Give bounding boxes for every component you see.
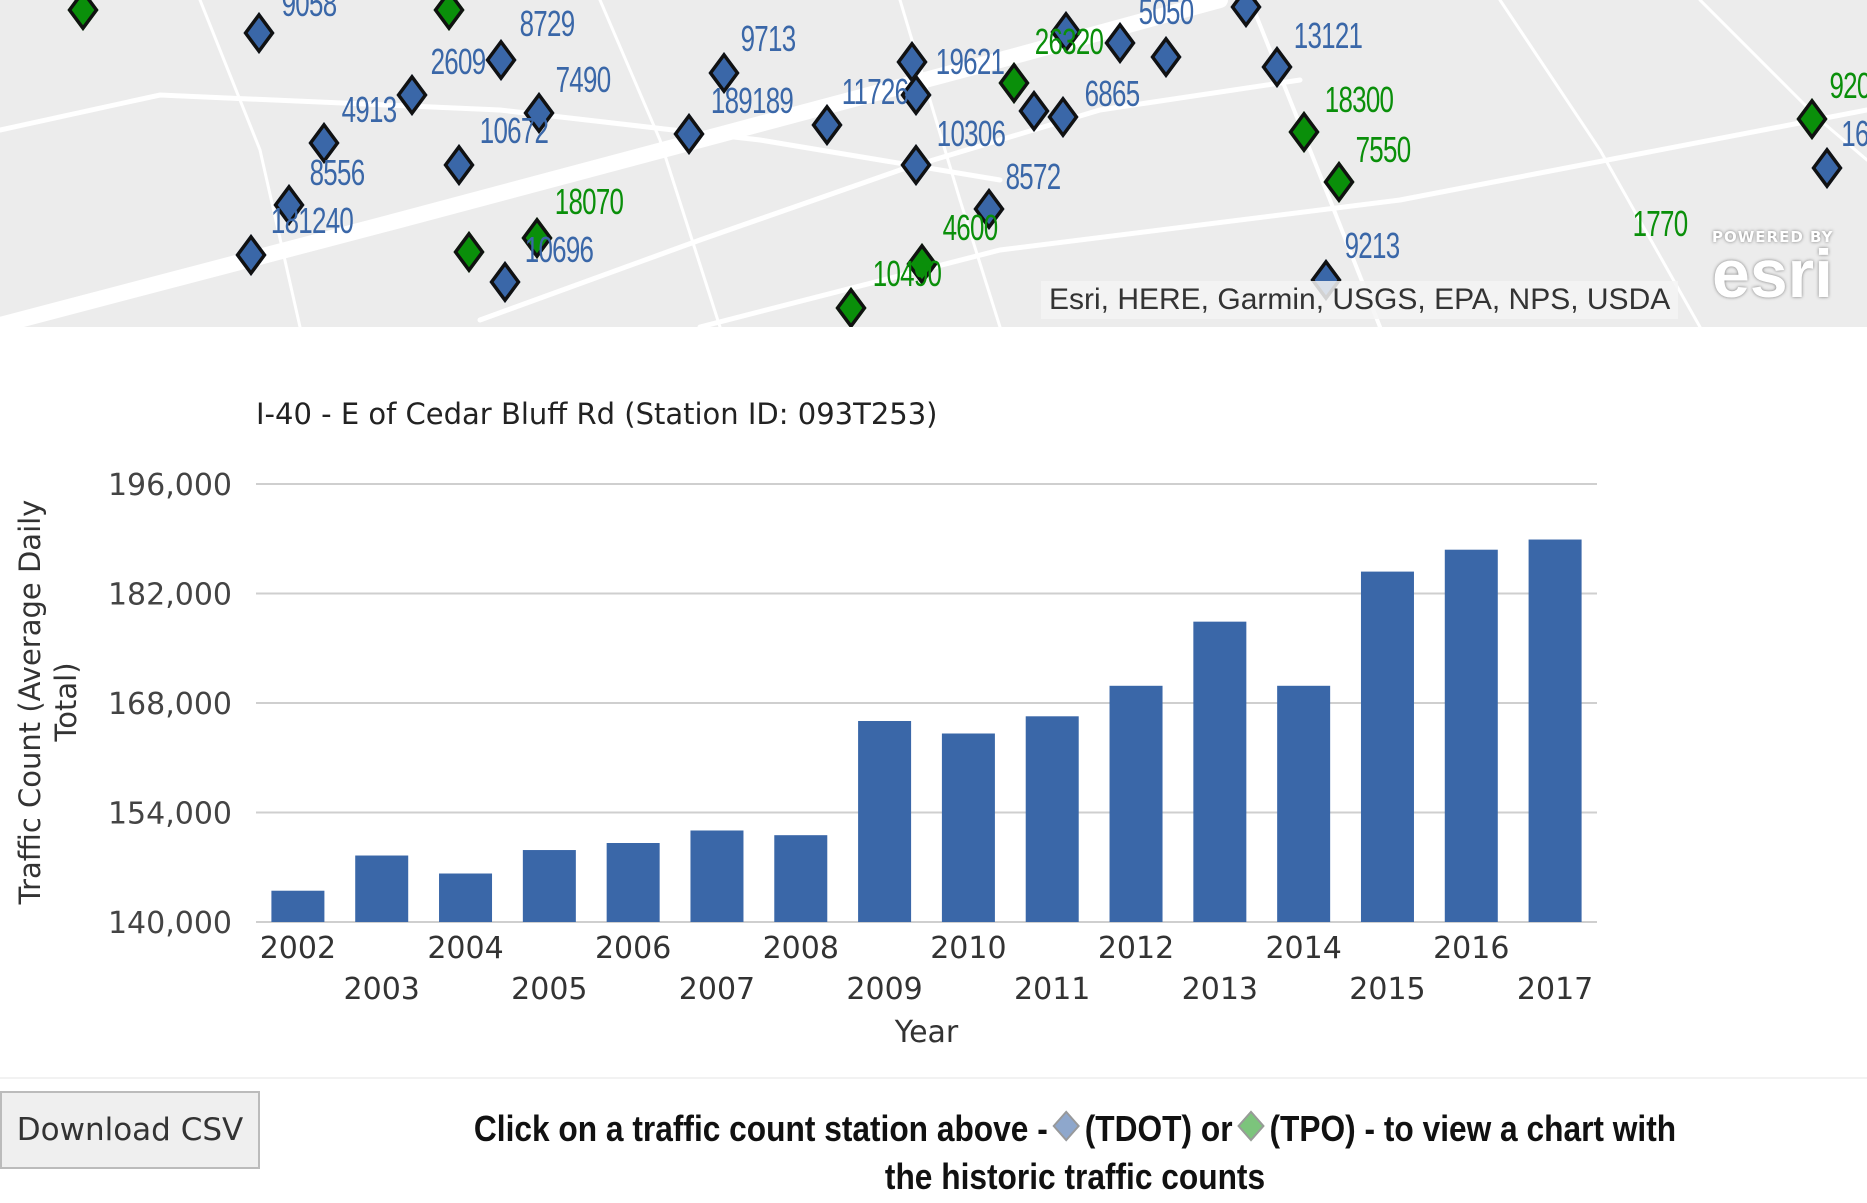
map-attribution: Esri, HERE, Garmin, USGS, EPA, NPS, USDA [1041,281,1679,319]
station-label[interactable]: 189189 [710,80,794,121]
station-label[interactable]: 2609 [430,41,487,82]
x-tick-label: 2004 [427,931,503,966]
chart-title: I-40 - E of Cedar Bluff Rd (Station ID: … [256,397,938,431]
instructions-text: (TPO) - to view a chart with [1269,1108,1677,1149]
bar[interactable] [522,850,576,922]
esri-logo[interactable]: POWERED BY esri [1712,228,1834,312]
x-tick-label: 2013 [1182,972,1258,1007]
x-tick-label: 2011 [1014,972,1090,1007]
x-tick-label: 2009 [846,972,922,1007]
x-tick-label: 2002 [260,931,336,966]
tdot-diamond-icon [1052,1110,1080,1142]
bar[interactable] [1360,571,1414,922]
bar-chart: 140,000154,000168,000182,000196,00020022… [108,468,1597,1050]
station-label[interactable]: 9213 [1344,225,1401,266]
bar[interactable] [1277,685,1331,922]
bar[interactable] [1528,539,1582,922]
station-label[interactable]: 7490 [555,59,612,100]
y-tick-label: 168,000 [108,687,232,722]
station-label[interactable]: 181240 [270,200,354,241]
x-tick-label: 2012 [1098,931,1174,966]
bar[interactable] [774,835,828,922]
station-label[interactable]: 8572 [1005,156,1062,197]
station-label[interactable]: 10672 [479,110,549,151]
divider [0,1077,1867,1079]
bar[interactable] [271,890,325,922]
station-label[interactable]: 1770 [1632,203,1689,244]
esri-logo-text: esri [1712,236,1833,312]
y-tick-label: 196,000 [108,468,232,503]
x-tick-label: 2005 [511,972,587,1007]
station-label[interactable]: 10306 [936,113,1006,154]
bar[interactable] [1109,685,1163,922]
x-tick-label: 2006 [595,931,671,966]
bar[interactable] [690,830,744,922]
station-label[interactable]: 10696 [524,229,594,270]
station-label[interactable]: 6865 [1084,73,1141,114]
esri-logo-powered: POWERED BY [1712,228,1834,246]
bar[interactable] [606,843,660,922]
station-label[interactable]: 16 [1841,113,1867,154]
station-label[interactable]: 9058 [281,0,338,24]
x-axis-label: Year [894,1015,959,1050]
x-tick-label: 2008 [763,931,839,966]
x-tick-label: 2015 [1349,972,1425,1007]
station-label[interactable]: 9713 [740,18,797,59]
x-tick-label: 2014 [1265,931,1341,966]
station-label[interactable]: 19621 [935,41,1005,82]
bar[interactable] [941,733,995,922]
station-label[interactable]: 13121 [1293,15,1363,56]
x-tick-label: 2010 [930,931,1006,966]
bar[interactable] [858,720,912,922]
bar[interactable] [1444,549,1498,922]
station-label[interactable]: 8729 [519,3,576,44]
y-tick-label: 154,000 [108,797,232,832]
station-label[interactable]: 4913 [341,89,398,130]
download-csv-button[interactable]: Download CSV [0,1091,260,1169]
x-tick-label: 2016 [1433,931,1509,966]
station-label[interactable]: 4600 [942,207,999,248]
station-label[interactable]: 26320 [1034,21,1104,62]
station-label[interactable]: 5050 [1138,0,1195,32]
bar[interactable] [439,873,493,922]
station-label[interactable]: 18070 [554,181,624,222]
station-label[interactable]: 8556 [309,152,366,193]
tpo-diamond-icon [1237,1110,1265,1142]
station-label[interactable]: 11726 [841,71,909,112]
bar[interactable] [1025,716,1079,922]
station-label[interactable]: 18300 [1324,79,1394,120]
x-tick-label: 2003 [344,972,420,1007]
station-map[interactable]: 9058 8729 2609 7490 4913 10672 8556 1812… [0,0,1867,327]
station-label[interactable]: 920 [1829,65,1867,106]
instructions-text: Click on a traffic count station above - [473,1108,1048,1149]
instructions-text: (TDOT) or [1084,1108,1233,1149]
station-label[interactable]: 7550 [1355,129,1412,170]
bar[interactable] [1193,621,1247,922]
station-label[interactable]: 10490 [872,253,942,294]
instructions: Click on a traffic count station above -… [290,1105,1860,1201]
y-tick-label: 182,000 [108,578,232,613]
bar[interactable] [355,855,409,922]
x-tick-label: 2017 [1517,972,1593,1007]
x-tick-label: 2007 [679,972,755,1007]
instructions-line: Click on a traffic count station above -… [384,1105,1766,1153]
y-tick-label: 140,000 [108,906,232,941]
instructions-text: the historic traffic counts [884,1156,1266,1197]
